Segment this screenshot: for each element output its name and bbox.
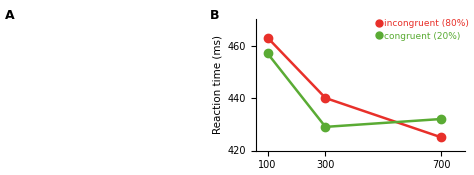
Text: A: A [5, 9, 14, 22]
Y-axis label: Reaction time (ms): Reaction time (ms) [212, 35, 222, 134]
Legend: incongruent (80%), congruent (20%): incongruent (80%), congruent (20%) [375, 17, 470, 42]
Text: B: B [210, 9, 219, 22]
